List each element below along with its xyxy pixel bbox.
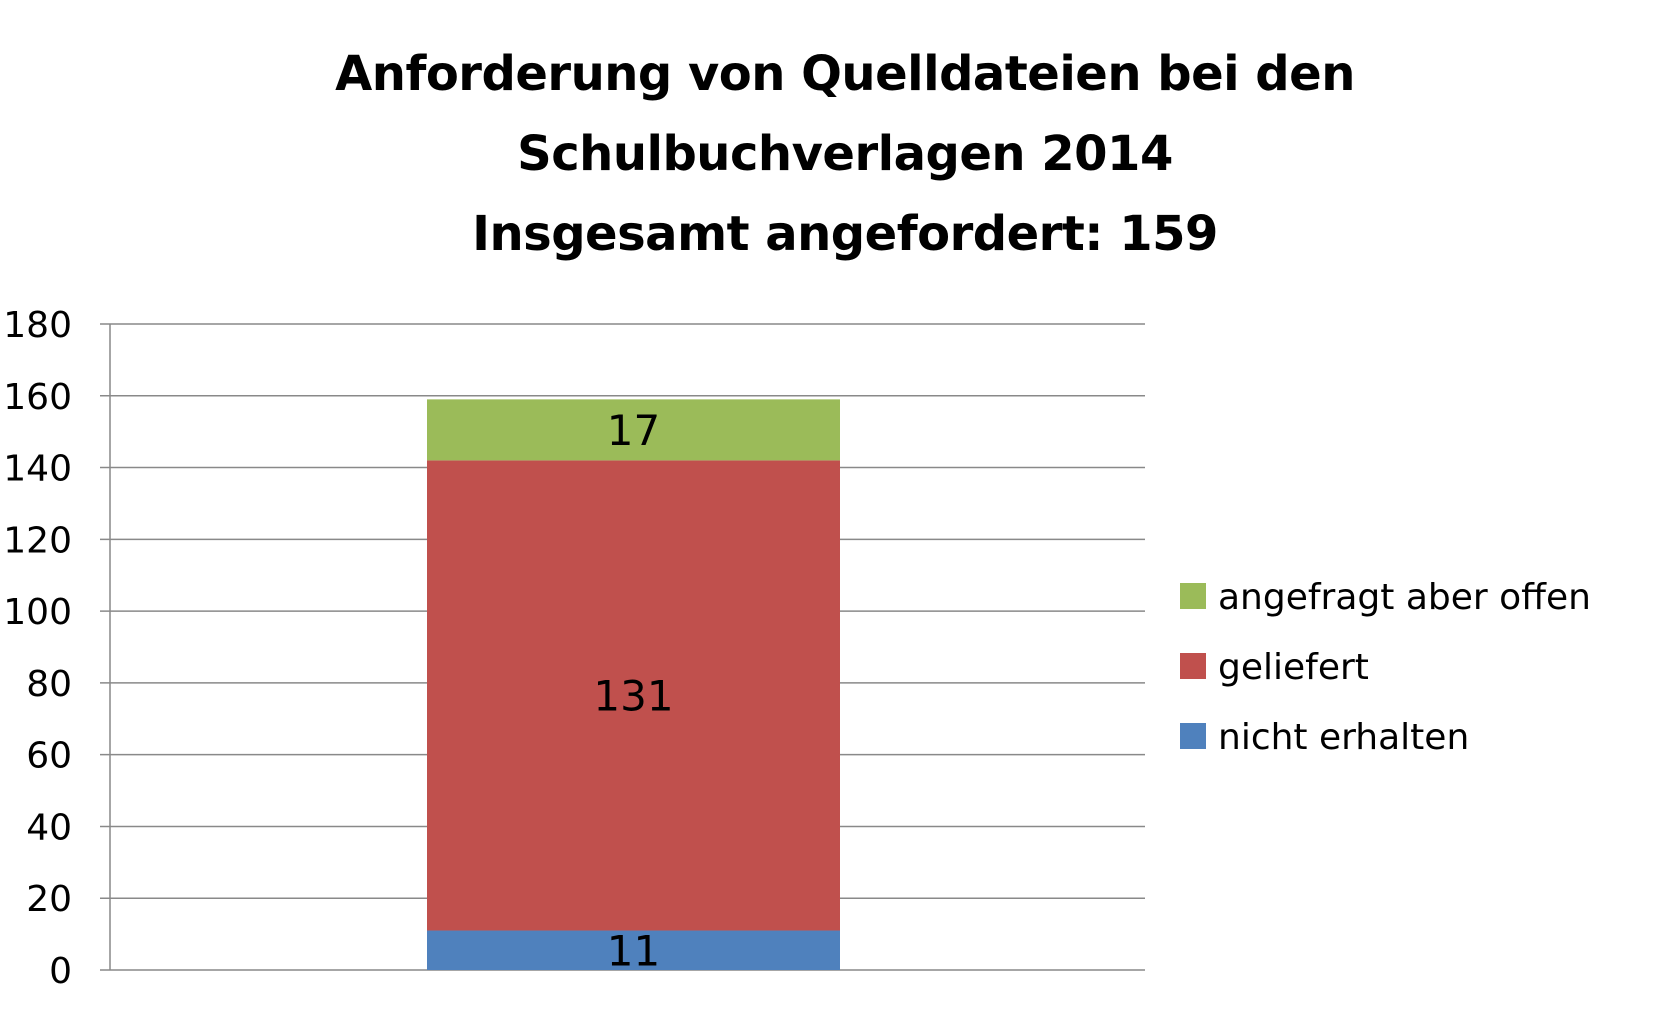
y-tick-label: 20 [26,879,72,920]
chart-title-line-3: Insgesamt angefordert: 159 [472,206,1218,262]
y-tick-label: 100 [3,592,72,633]
data-label: 11 [607,926,660,975]
bar-segment-nicht-erhalten [427,930,840,970]
legend-label: angefragt aber offen [1218,577,1591,618]
y-tick-label: 40 [26,807,72,848]
legend: angefragt aber offen geliefert nicht erhal… [1180,577,1591,758]
legend-label: geliefert [1218,647,1369,688]
data-label: 17 [607,406,660,455]
y-tick-label: 0 [49,951,72,992]
y-tick-label: 160 [3,377,72,418]
chart-title-line-2: Schulbuchverlagen 2014 [517,126,1173,182]
data-label: 131 [593,671,673,720]
y-tick-label: 180 [3,305,72,346]
bar-segment-angefragt-aber-offen [427,399,840,461]
chart-title-line-1: Anforderung von Quelldateien bei den [335,46,1355,102]
legend-label: nicht erhalten [1218,717,1469,758]
data-labels: 11 131 17 [593,406,673,975]
chart-title: Anforderung von Quelldateien bei den Sch… [0,34,1653,274]
y-tick-label: 140 [3,449,72,490]
legend-swatch [1180,653,1206,679]
y-axis: 0 20 40 60 80 100 120 140 160 180 [3,305,111,992]
bar-segment-geliefert [427,460,840,931]
legend-swatch [1180,723,1206,749]
legend-swatch [1180,583,1206,609]
y-tick-label: 80 [26,664,72,705]
y-tick-label: 60 [26,736,72,777]
y-tick-label: 120 [3,520,72,561]
bar-stack [427,399,840,970]
